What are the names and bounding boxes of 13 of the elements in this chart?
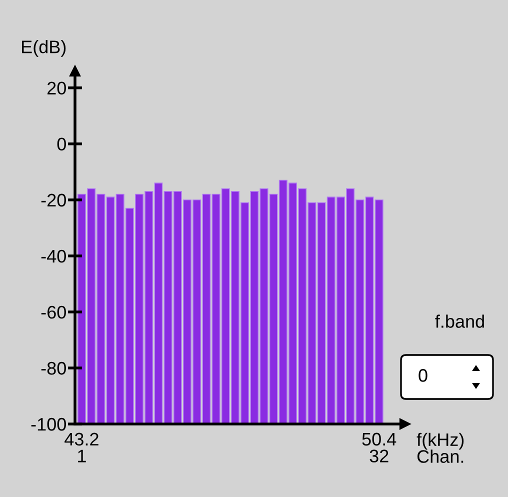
text: 0 [418, 369, 428, 382]
x-tick-label: 50.4 32 [362, 432, 396, 462]
y-tick-label: -60 [41, 306, 66, 319]
x-tick-label: 43.2 1 [64, 432, 98, 462]
y-tick-label: 20 [47, 82, 66, 95]
y-tick-label: -80 [41, 362, 66, 375]
y-tick-label: -100 [31, 418, 66, 431]
y-tick-label: -20 [41, 194, 66, 207]
y-tick-label: 0 [57, 138, 66, 151]
x-axis-title: f(kHz) Chan. [416, 432, 464, 463]
text: f.band [435, 314, 484, 328]
y-tick-label: -40 [41, 250, 66, 263]
y-axis-title: E(dB) [22, 40, 66, 57]
